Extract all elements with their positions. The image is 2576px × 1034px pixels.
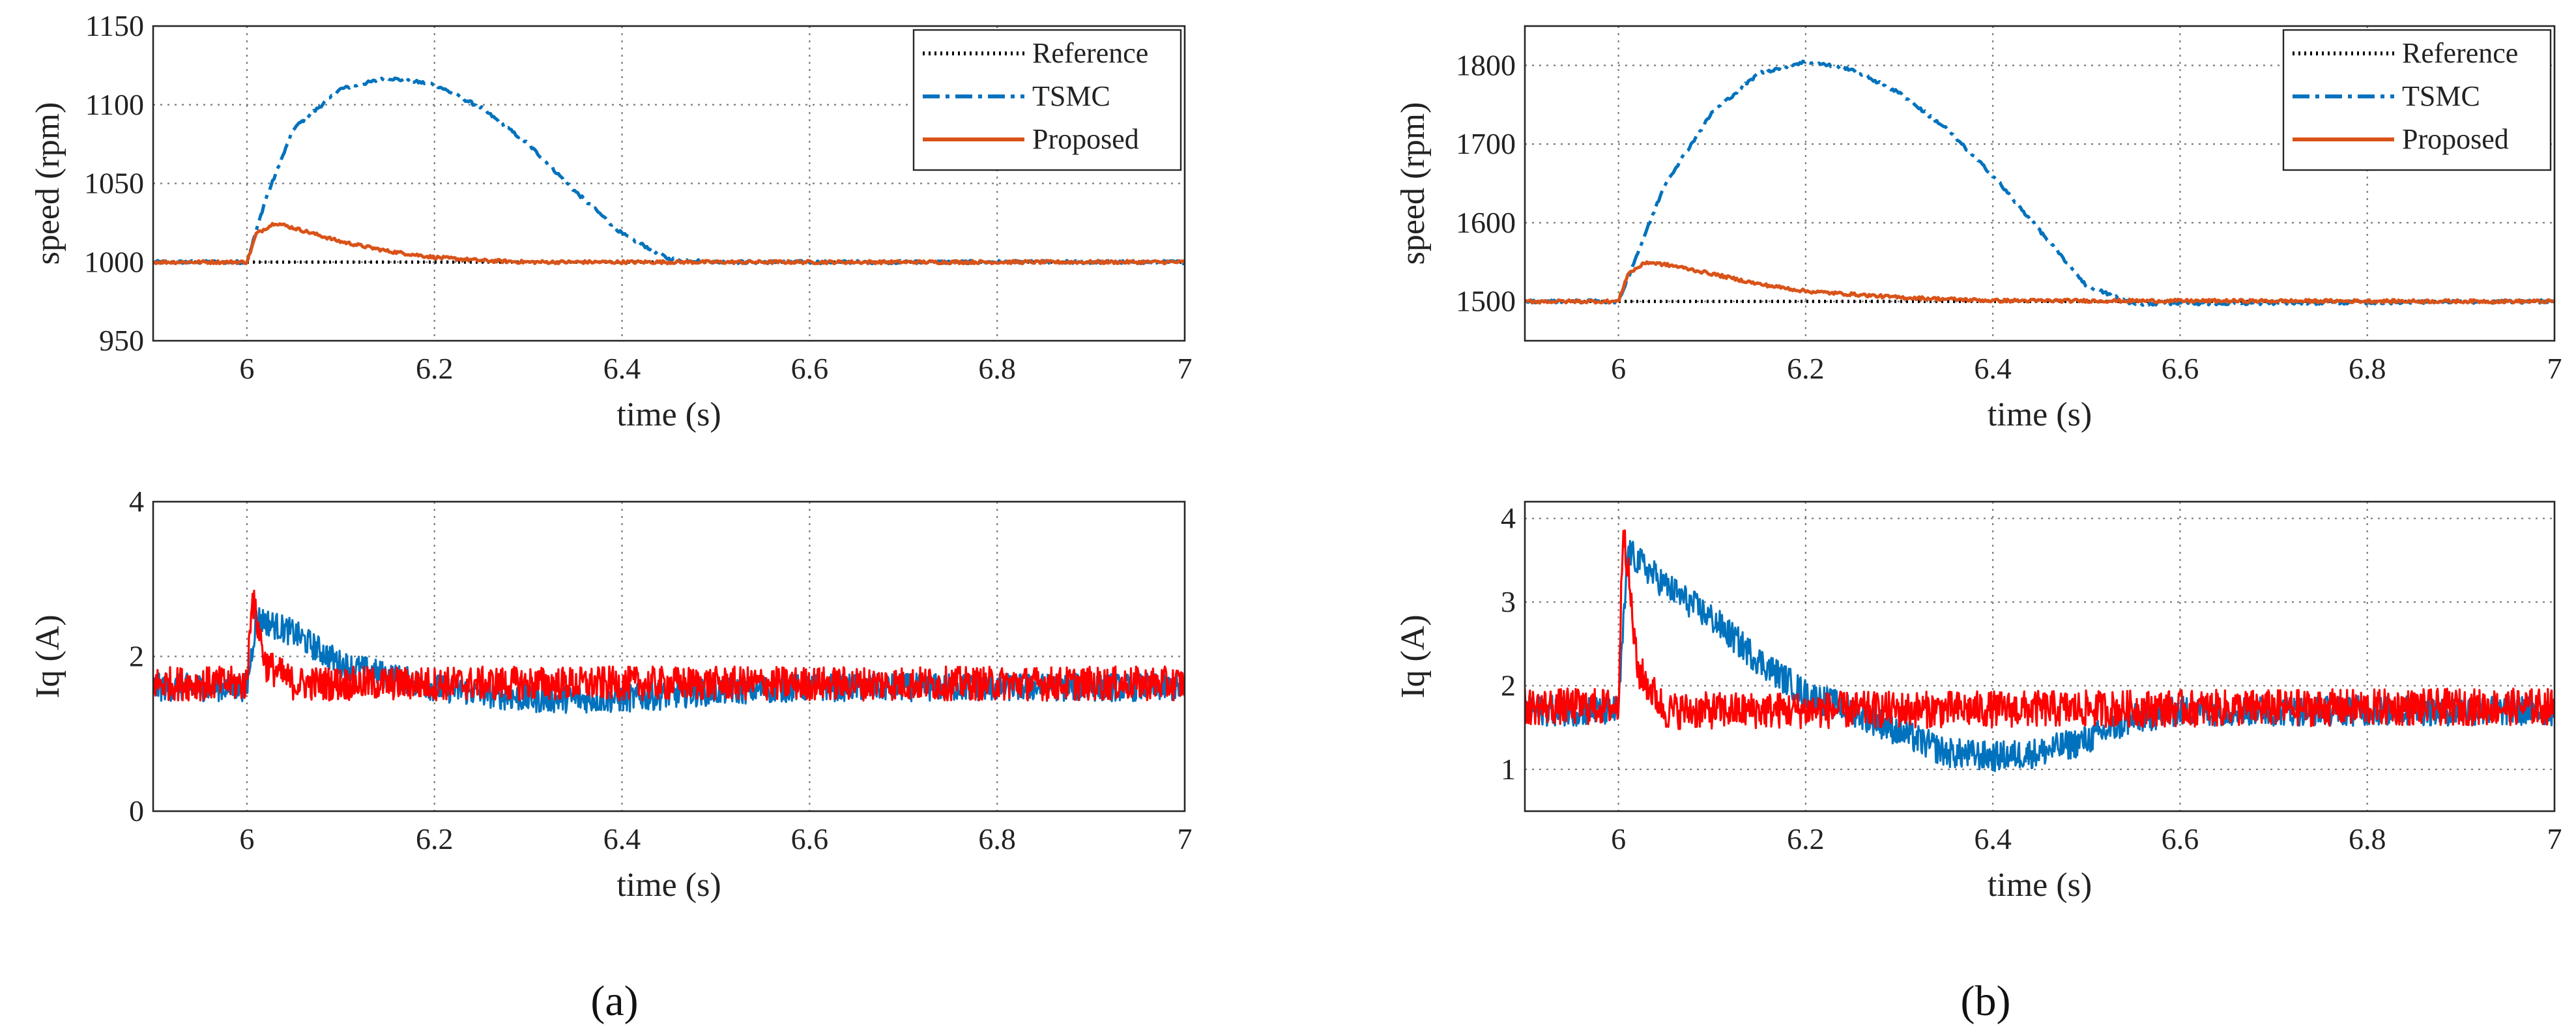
legend-label: Reference [2402, 37, 2518, 69]
plot-frame [152, 500, 1186, 812]
series-line-proposed [153, 222, 1185, 266]
x-tick-label: 6.4 [603, 822, 641, 855]
x-tick-label: 6.2 [416, 822, 454, 855]
x-tick-label: 6.8 [978, 352, 1016, 385]
x-tick-label: 6.6 [791, 822, 829, 855]
x-tick-label: 7 [1178, 822, 1193, 855]
legend-label: Reference [1032, 37, 1148, 69]
x-axis-label: time (s) [616, 867, 721, 904]
y-tick-label: 1700 [1456, 127, 1516, 160]
x-tick-label: 7 [2547, 352, 2562, 385]
plot-frame [1524, 25, 2556, 342]
x-axis-label: time (s) [1988, 867, 2092, 904]
x-tick-label: 6 [1611, 352, 1626, 385]
x-tick-label: 6.4 [603, 352, 641, 385]
y-tick-label: 950 [99, 324, 144, 357]
x-tick-label: 6.4 [1974, 822, 2012, 855]
y-axis-label: Iq (A) [1395, 614, 1432, 698]
x-tick-label: 6 [239, 822, 254, 855]
y-axis-label: speed (rpm) [29, 102, 66, 265]
y-tick-label: 2 [129, 640, 144, 673]
x-tick-label: 6.6 [2162, 352, 2199, 385]
y-axis-label: Iq (A) [29, 614, 66, 698]
y-tick-label: 3 [1501, 585, 1516, 618]
plot-a-iq: 6 6.2 6.4 6.6 6.8 7 0 2 4 time (s) Iq (A) [29, 485, 1193, 904]
plot-b-speed: 6 6.2 6.4 6.6 6.8 7 1500 1600 1700 1800 time (s) sp… [1395, 25, 2562, 433]
x-tick-label: 6.2 [1787, 822, 1825, 855]
plot-frame [1524, 500, 2556, 812]
y-tick-label: 1600 [1456, 206, 1516, 239]
series-line-proposed [1525, 529, 2554, 730]
y-tick-label: 1800 [1456, 48, 1516, 81]
x-tick-label: 6 [239, 352, 254, 385]
x-tick-label: 6 [1611, 822, 1626, 855]
series-line-tsmc [1525, 539, 2554, 773]
legend-label: TSMC [1032, 80, 1110, 112]
legend-label: Proposed [2402, 123, 2509, 155]
x-tick-label: 7 [1178, 352, 1193, 385]
plot-a-speed: 6 6.2 6.4 6.6 6.8 7 950 1000 1050 1100 1150 time (s… [29, 9, 1193, 433]
legend: Reference TSMC Proposed [912, 29, 1182, 171]
panel-label-b: (b) [1961, 977, 2011, 1025]
legend-label: Proposed [1032, 123, 1139, 155]
y-tick-label: 2 [1501, 668, 1516, 702]
y-tick-label: 0 [129, 794, 144, 827]
y-tick-label: 1150 [85, 9, 144, 42]
series-line-proposed [153, 589, 1185, 702]
x-tick-label: 6.2 [416, 352, 454, 385]
x-axis-label: time (s) [1988, 396, 2092, 433]
x-axis-label: time (s) [616, 396, 721, 433]
y-tick-label: 4 [1501, 502, 1516, 535]
legend: Reference TSMC Proposed [2282, 29, 2552, 171]
x-tick-label: 6.4 [1974, 352, 2012, 385]
legend-label: TSMC [2402, 80, 2480, 112]
y-tick-label: 4 [129, 485, 144, 518]
y-tick-label: 1100 [85, 88, 144, 121]
y-tick-label: 1050 [84, 167, 144, 200]
y-tick-label: 1500 [1456, 285, 1516, 318]
x-tick-label: 6.6 [2162, 822, 2199, 855]
x-tick-label: 6.8 [2349, 352, 2386, 385]
x-tick-label: 6.6 [791, 352, 829, 385]
y-tick-label: 1000 [84, 245, 144, 278]
series-line-proposed [1525, 260, 2554, 305]
series-line-tsmc [153, 607, 1185, 714]
y-axis-label: speed (rpm) [1395, 102, 1432, 265]
x-tick-label: 6.2 [1787, 352, 1825, 385]
plot-frame [152, 25, 1186, 342]
plot-b-iq: 6 6.2 6.4 6.6 6.8 7 1 2 3 4 time (s) Iq (A) [1395, 500, 2562, 904]
x-tick-label: 6.8 [2349, 822, 2386, 855]
y-tick-label: 1 [1501, 753, 1516, 786]
x-tick-label: 7 [2547, 822, 2562, 855]
x-tick-label: 6.8 [978, 822, 1016, 855]
panel-label-a: (a) [590, 977, 638, 1025]
